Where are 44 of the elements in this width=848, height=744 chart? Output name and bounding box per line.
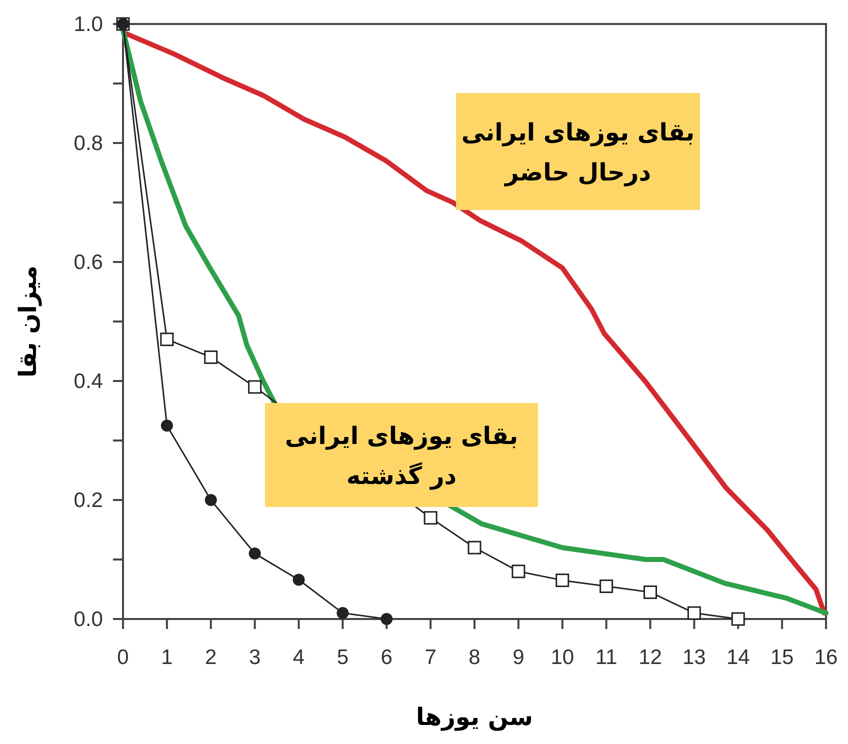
x-tick-label: 10 [550,646,574,669]
y-tick-label: 0.6 [74,251,103,274]
annotation: بقای یوزهای ایرانی درحال حاضر [461,118,695,186]
x-tick-label: 7 [424,646,436,669]
point [468,540,482,554]
point [512,564,526,578]
x-tick-label: 2 [205,646,217,669]
x-tick-label: 13 [682,646,706,669]
y-tick-label: 0.0 [74,608,103,631]
x-axis-title: سن یوزها [416,703,534,731]
y-tick-label: 0.4 [74,370,104,393]
point [556,574,570,588]
y-tick-label: 1.0 [74,13,103,36]
point [248,548,261,560]
x-tick-label: 16 [814,646,838,669]
y-tick-label: 0.8 [74,132,103,155]
x-tick-label: 9 [512,646,524,669]
y-axis-title: میزان بقا [14,266,42,378]
point [292,574,305,586]
point [424,511,438,525]
x-tick-label: 12 [638,646,662,669]
point [160,420,173,432]
point [248,380,262,394]
x-tick-label: 3 [248,646,261,669]
y-tick-label: 0.2 [74,489,103,512]
point [380,613,393,625]
x-tick-label: 11 [595,646,618,669]
point [644,585,657,599]
point [160,332,174,346]
x-tick-label: 15 [770,646,794,669]
point [336,607,349,620]
x-tick-label: 0 [117,646,129,669]
annotation: بقای یوزهای ایرانی در گذشته [284,422,518,490]
point [204,350,218,364]
x-tick-label: 5 [336,646,349,669]
point [731,612,745,626]
x-tick-label: 14 [726,646,750,669]
x-tick-label: 8 [468,646,480,669]
point [687,606,701,620]
point [600,580,614,594]
point [204,494,217,506]
x-tick-label: 6 [380,646,392,669]
x-tick-label: 4 [292,646,305,669]
x-tick-label: 1 [161,646,173,669]
